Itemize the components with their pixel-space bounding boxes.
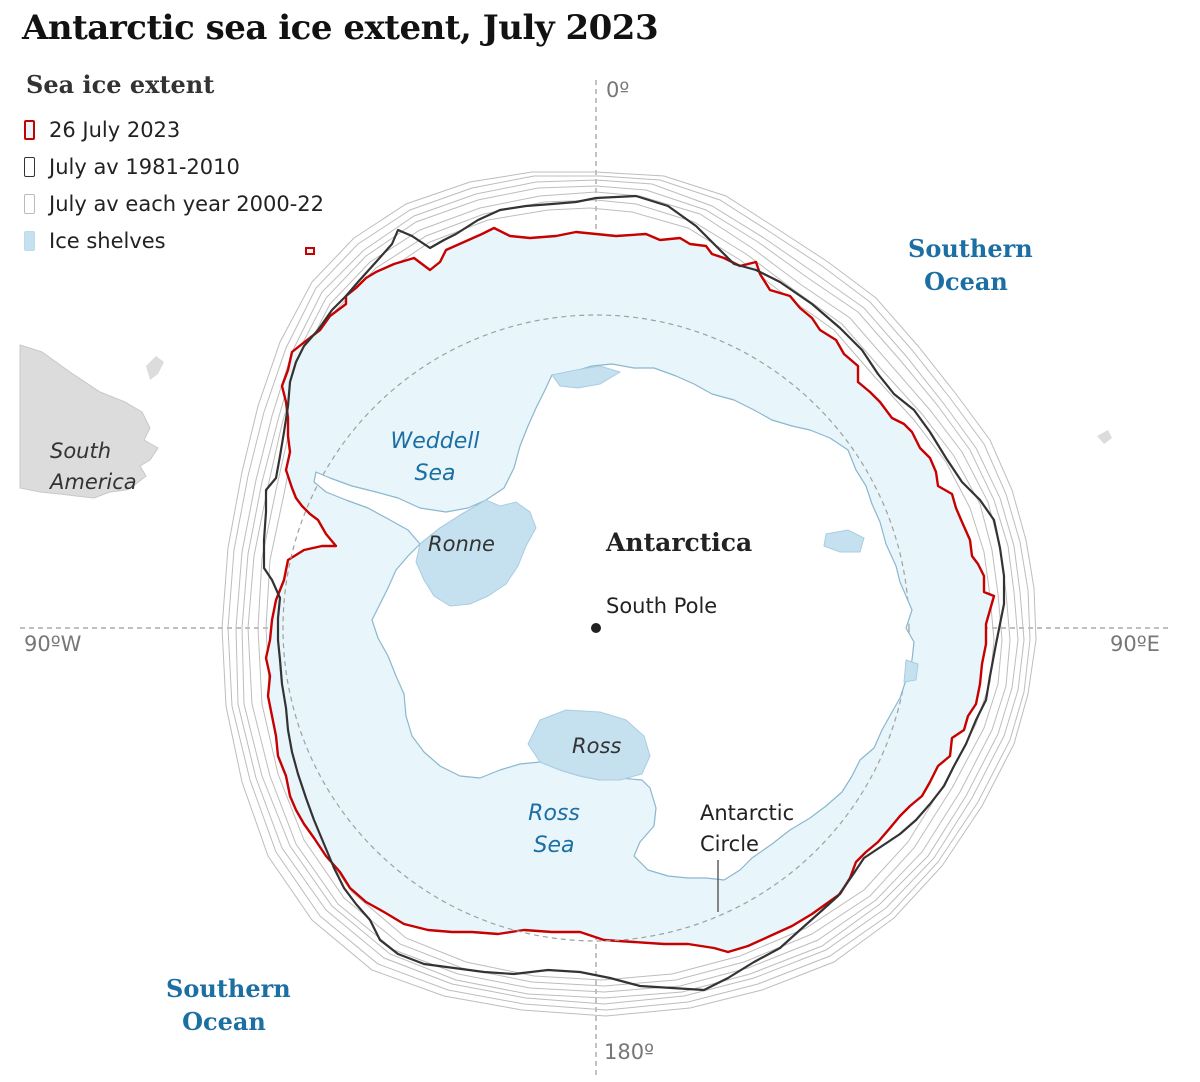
amery-ice-shelf bbox=[823, 529, 865, 553]
weddell-sea-line2: Sea bbox=[414, 461, 456, 486]
southern-ocean-label-bottom: Southern Ocean bbox=[166, 972, 291, 1038]
southern-ocean-top-line1: Southern bbox=[908, 234, 1033, 263]
weddell-sea-line1: Weddell bbox=[390, 429, 480, 454]
legend-label-2023: 26 July 2023 bbox=[49, 117, 181, 142]
axis-label-left: 90ºW bbox=[24, 632, 82, 656]
legend-title: Sea ice extent bbox=[26, 70, 215, 99]
southern-ocean-bottom-line1: Southern bbox=[166, 974, 291, 1003]
southern-ocean-bottom-line2: Ocean bbox=[182, 1007, 266, 1036]
south-america-label: South America bbox=[50, 436, 137, 498]
ronne-ice-shelf bbox=[415, 499, 537, 607]
legend-label-1981-2010: July av 1981-2010 bbox=[49, 154, 240, 179]
average-1981-2010-line bbox=[262, 194, 1006, 992]
south-america-landmass bbox=[19, 344, 159, 499]
antarctic-circle-line1: Antarctic bbox=[700, 801, 795, 825]
legend: Sea ice extent 26 July 2023 July av 1981… bbox=[24, 70, 324, 259]
ekstrom-ice-shelf bbox=[551, 365, 622, 389]
legend-label-ice-shelves: Ice shelves bbox=[49, 228, 166, 253]
ross-sea-line1: Ross bbox=[528, 801, 580, 826]
axis-label-bottom: 180º bbox=[604, 1040, 654, 1064]
antarctic-circle-line2: Circle bbox=[700, 832, 759, 856]
ronne-label: Ronne bbox=[428, 532, 495, 556]
south-america-line1: South bbox=[50, 439, 112, 463]
shackleton-ice-shelf bbox=[903, 659, 919, 683]
antarctic-circle bbox=[282, 314, 910, 942]
southern-ocean-label-top: Southern Ocean bbox=[908, 232, 1033, 298]
axis-label-right: 90ºE bbox=[1110, 632, 1160, 656]
legend-swatch-2023 bbox=[24, 119, 35, 140]
ross-sea-label: Ross Sea bbox=[516, 798, 592, 862]
legend-item-ice-shelves: Ice shelves bbox=[24, 222, 324, 259]
legend-swatch-1981-2010 bbox=[24, 156, 35, 177]
south-america-line2: America bbox=[50, 470, 137, 494]
south-america-island bbox=[146, 356, 164, 380]
southern-ocean-top-line2: Ocean bbox=[924, 267, 1008, 296]
legend-item-2023: 26 July 2023 bbox=[24, 111, 324, 148]
legend-swatch-yearly bbox=[24, 193, 35, 214]
south-pole-label: South Pole bbox=[606, 594, 718, 618]
chart-title: Antarctic sea ice extent, July 2023 bbox=[22, 8, 659, 48]
legend-item-1981-2010: July av 1981-2010 bbox=[24, 148, 324, 185]
legend-swatch-ice-shelves bbox=[24, 230, 35, 251]
legend-label-yearly: July av each year 2000-22 bbox=[49, 191, 324, 216]
ross-label: Ross bbox=[572, 734, 622, 758]
axis-label-top: 0º bbox=[606, 78, 630, 102]
ross-sea-line2: Sea bbox=[533, 833, 575, 858]
weddell-sea-label: Weddell Sea bbox=[386, 426, 484, 490]
antarctica-label: Antarctica bbox=[606, 528, 753, 557]
antarctic-circle-label: Antarctic Circle bbox=[700, 798, 794, 860]
ross-ice-shelf bbox=[527, 709, 651, 781]
antarctica-landmass bbox=[371, 363, 915, 881]
legend-item-yearly: July av each year 2000-22 bbox=[24, 185, 324, 222]
south-pole-dot bbox=[591, 623, 601, 633]
south-georgia-island bbox=[1097, 430, 1112, 444]
sea-ice-patch bbox=[305, 247, 315, 255]
